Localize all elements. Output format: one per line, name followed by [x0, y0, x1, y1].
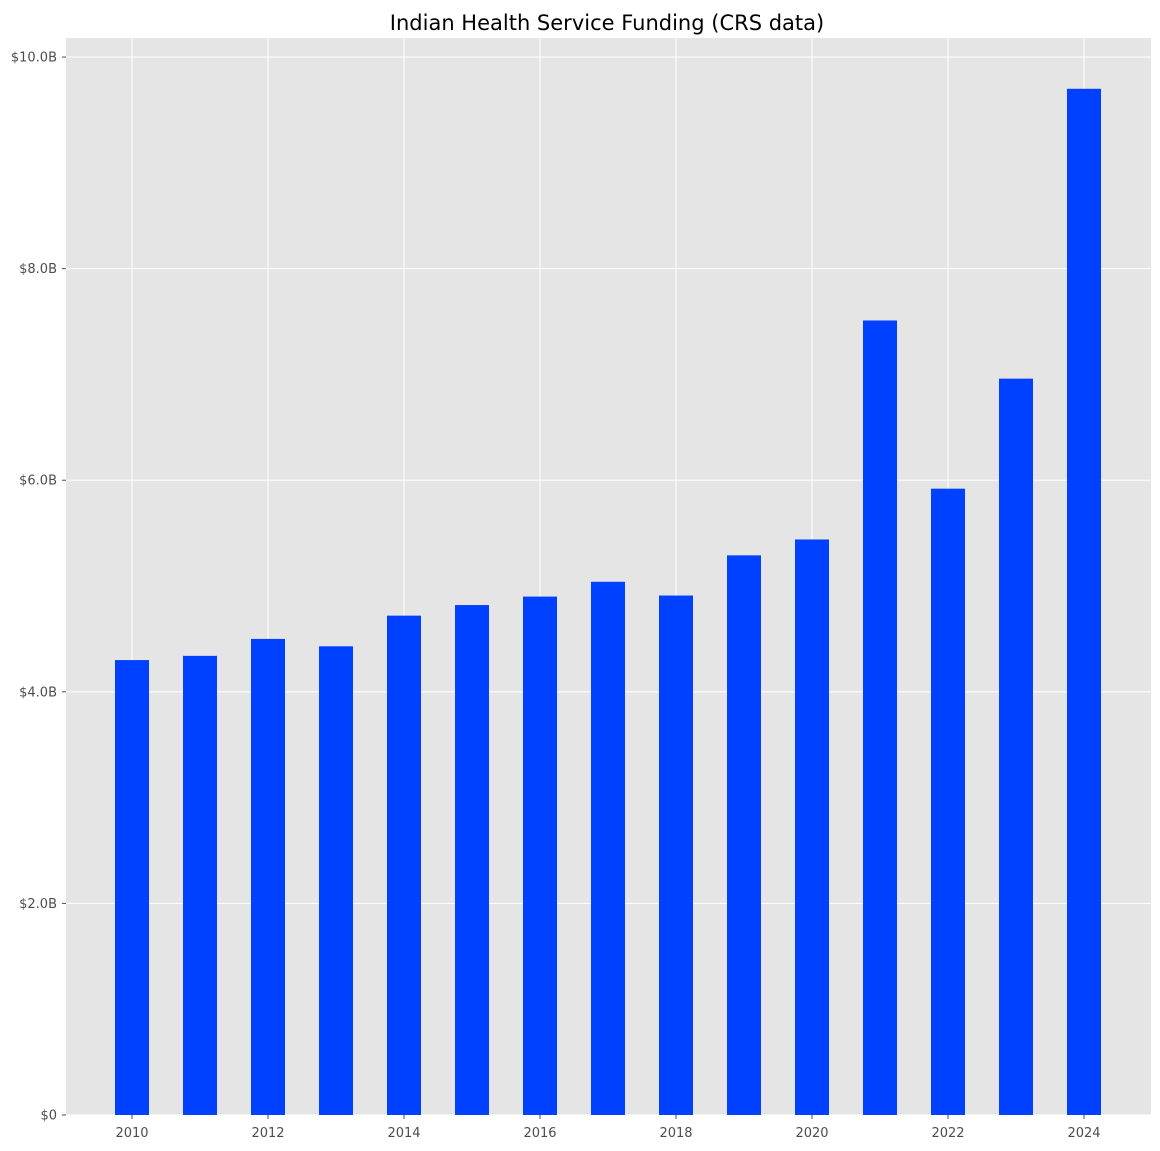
bar-2017 — [591, 581, 625, 1115]
bar-2023 — [999, 378, 1033, 1115]
x-tick-label: 2024 — [1067, 1126, 1100, 1141]
y-tick-label: $4.0B — [19, 685, 57, 700]
y-tick-label: $0 — [40, 1109, 57, 1124]
bar-2016 — [523, 596, 557, 1115]
bar-2024 — [1067, 88, 1101, 1115]
bar-2021 — [863, 320, 897, 1115]
x-tick-label: 2020 — [795, 1126, 828, 1141]
x-tick-label: 2012 — [251, 1126, 284, 1141]
bars — [115, 88, 1101, 1115]
x-tick-label: 2014 — [387, 1126, 420, 1141]
bar-2018 — [659, 595, 693, 1115]
bar-2013 — [319, 646, 353, 1115]
x-tick-label: 2018 — [659, 1126, 692, 1141]
bar-2012 — [251, 638, 285, 1115]
x-tick-label: 2016 — [523, 1126, 556, 1141]
y-tick-label: $2.0B — [19, 897, 57, 912]
bar-2019 — [727, 555, 761, 1115]
y-tick-label: $6.0B — [19, 474, 57, 489]
y-tick-label: $10.0B — [11, 51, 57, 66]
bar-2014 — [387, 615, 421, 1115]
bar-2015 — [455, 605, 489, 1115]
y-axis: $0 $2.0B $4.0B $6.0B $8.0B $10.0B — [11, 51, 66, 1124]
bar-2020 — [795, 539, 829, 1115]
chart-title: Indian Health Service Funding (CRS data) — [390, 11, 824, 35]
bar-2011 — [183, 655, 217, 1115]
x-axis: 2010 2012 2014 2016 2018 2020 2022 2024 — [115, 1115, 1101, 1141]
x-tick-label: 2022 — [931, 1126, 964, 1141]
bar-2010 — [115, 660, 149, 1115]
x-tick-label: 2010 — [115, 1126, 148, 1141]
y-tick-label: $8.0B — [19, 262, 57, 277]
bar-2022 — [931, 488, 965, 1115]
